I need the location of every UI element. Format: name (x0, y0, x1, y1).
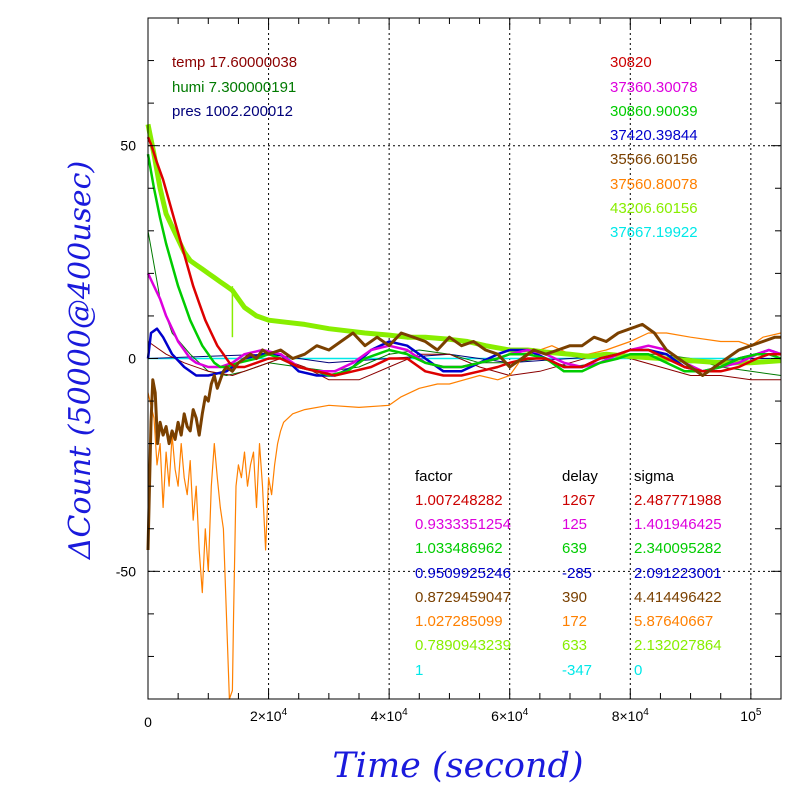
factor-cell: 0.9509925246 (415, 565, 511, 582)
x-tick-label: 8×104 (612, 707, 650, 724)
count-info-item: 30820 (610, 54, 652, 71)
factor-table: factor delay sigma 1.007248282 1267 2.48… (415, 468, 722, 679)
x-axis-title: Time (second) (332, 746, 583, 786)
delay-cell: 125 (562, 516, 587, 533)
factor-cell: 0.8729459047 (415, 589, 511, 606)
delay-cell: 1267 (562, 492, 595, 509)
environment-info: temp 17.60000038 humi 7.300000191 pres 1… (172, 54, 297, 120)
delay-cell: 172 (562, 613, 587, 630)
series-line-8 (146, 153, 782, 377)
sigma-cell: 2.340095282 (634, 540, 722, 557)
delay-cell: -285 (562, 565, 592, 582)
count-info-item: 37667.19922 (610, 224, 698, 241)
factor-cell: 0.9333351254 (415, 516, 511, 533)
count-info: 30820 37360.30078 30860.90039 37420.3984… (610, 54, 698, 241)
count-info-item: 37360.30078 (610, 79, 698, 96)
table-header-sigma: sigma (634, 468, 675, 485)
series-line-9 (146, 136, 781, 377)
factor-cell: 1 (415, 662, 423, 679)
series-line-4 (147, 332, 782, 700)
factor-cell: 1.007248282 (415, 492, 503, 509)
delay-cell: 390 (562, 589, 587, 606)
sigma-cell: 2.091223001 (634, 565, 722, 582)
factor-cell: 0.7890943239 (415, 637, 511, 654)
count-info-item: 35566.60156 (610, 151, 698, 168)
tick-labels: 0 2×104 4×104 6×104 8×104 105 50 0 -50 (116, 138, 762, 730)
series-line-3 (147, 341, 781, 381)
table-header-factor: factor (415, 468, 453, 485)
y-tick-label: -50 (116, 563, 136, 579)
env-info-pres: pres 1002.200012 (172, 103, 293, 120)
env-info-temp: temp 17.60000038 (172, 54, 297, 71)
sigma-cell: 2.132027864 (634, 637, 722, 654)
y-axis-title: ΔCount (50000@400usec) (63, 161, 98, 560)
count-info-item: 37560.80078 (610, 176, 698, 193)
x-tick-label: 6×104 (491, 707, 529, 724)
count-info-item: 37420.39844 (610, 127, 698, 144)
sigma-cell: 4.414496422 (634, 589, 722, 606)
x-tick-label: 2×104 (250, 707, 288, 724)
count-info-item: 30860.90039 (610, 103, 698, 120)
delay-cell: 639 (562, 540, 587, 557)
factor-cell: 1.033486962 (415, 540, 503, 557)
env-info-humi: humi 7.300000191 (172, 79, 296, 96)
count-info-item: 43206.60156 (610, 200, 698, 217)
delay-cell: 633 (562, 637, 587, 654)
sigma-cell: 2.487771988 (634, 492, 722, 509)
series-line-5 (145, 123, 782, 366)
delay-cell: -347 (562, 662, 592, 679)
sigma-cell: 1.401946425 (634, 516, 722, 533)
x-tick-label: 105 (740, 707, 762, 724)
series-line-6 (146, 327, 782, 377)
sigma-cell: 0 (634, 662, 642, 679)
sigma-cell: 5.87640667 (634, 613, 713, 630)
x-tick-label: 4×104 (371, 707, 409, 724)
y-tick-label: 0 (128, 351, 136, 367)
table-header-delay: delay (562, 468, 598, 485)
x-tick-label: 0 (144, 714, 152, 730)
series-line-7 (146, 272, 782, 373)
y-tick-label: 50 (120, 138, 136, 154)
axes (147, 17, 782, 700)
series-layer (145, 123, 782, 700)
series-line-10 (146, 322, 781, 551)
factor-cell: 1.027285099 (415, 613, 503, 630)
